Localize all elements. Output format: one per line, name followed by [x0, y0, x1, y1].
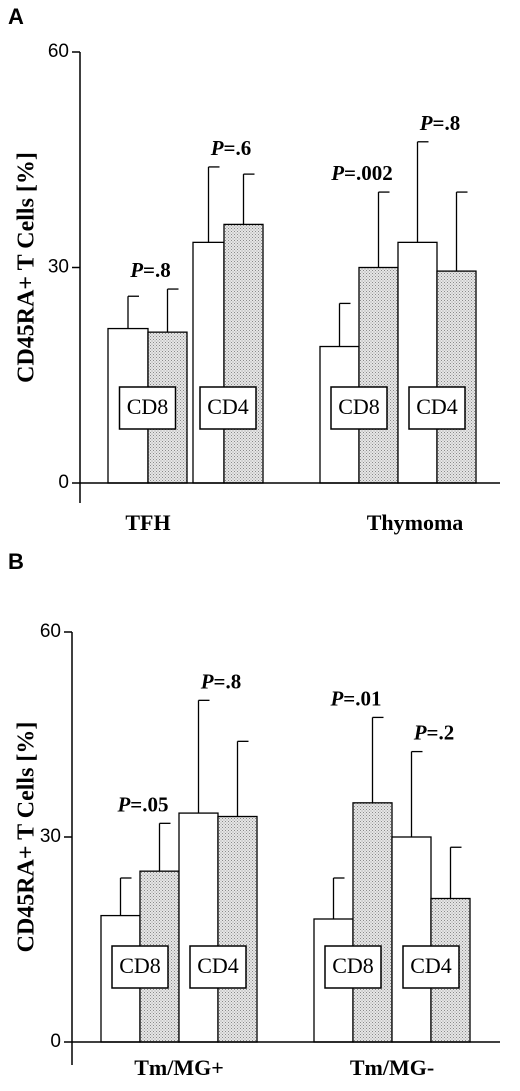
p-value-label: P=.8	[200, 669, 242, 693]
group-label: Tm/MG+	[134, 1055, 224, 1080]
y-tick-label: 0	[50, 1031, 61, 1052]
bar	[192, 241, 225, 484]
bar	[397, 241, 438, 484]
bar	[436, 270, 477, 484]
subgroup-label-box	[324, 945, 382, 989]
group-label: Tm/MG-	[350, 1055, 434, 1080]
subgroup-label: CD4	[197, 953, 239, 978]
subgroup-label-box	[111, 945, 169, 989]
p-value-label: P=.8	[129, 258, 171, 282]
bar	[223, 223, 264, 484]
y-tick-label: 30	[40, 826, 61, 847]
chart-a: A CD45RA+ T Cells [%] 0 30 60 CD8 P=.8 CD4 P=.6 T…	[8, 4, 500, 535]
bar	[358, 266, 399, 484]
subgroup-label: CD8	[119, 953, 161, 978]
bar	[391, 836, 432, 1043]
subgroup-label: CD8	[332, 953, 374, 978]
subgroup-label-box	[199, 386, 257, 430]
p-value-label: P=.2	[413, 721, 455, 745]
y-axis-label: CD45RA+ T Cells [%]	[14, 152, 40, 383]
panel-letter: B	[8, 549, 24, 574]
p-value-label: P=.01	[329, 686, 381, 710]
p-value-label: P=.002	[330, 161, 393, 185]
y-tick-label: 60	[40, 621, 61, 642]
group-label: Thymoma	[367, 510, 464, 535]
subgroup-label-box	[408, 386, 466, 430]
subgroup-label-box	[189, 945, 247, 989]
bar	[352, 802, 393, 1043]
subgroup-label-box	[330, 386, 388, 430]
panel-b: B CD45RA+ T Cells [%] 0 30 60 CD8 P=.05 CD4 P=.8…	[0, 545, 520, 1090]
subgroup-label: CD4	[410, 953, 452, 978]
subgroup-label: CD4	[207, 394, 249, 419]
p-value-label: P=.05	[116, 792, 168, 816]
subgroup-label: CD4	[416, 394, 458, 419]
bar	[178, 812, 219, 1043]
bar	[217, 815, 258, 1043]
chart-b: B CD45RA+ T Cells [%] 0 30 60 CD8 P=.05 CD4 P=.8…	[8, 549, 500, 1080]
y-tick-label: 60	[48, 41, 69, 62]
subgroup-label: CD8	[338, 394, 380, 419]
panel-letter: A	[8, 4, 24, 29]
subgroup-label-box	[118, 386, 177, 430]
panel-a: A CD45RA+ T Cells [%] 0 30 60 CD8 P=.8 CD4 P=.6 T…	[0, 0, 520, 545]
p-value-label: P=.6	[210, 136, 252, 160]
y-axis-label: CD45RA+ T Cells [%]	[14, 722, 40, 953]
y-tick-label: 0	[58, 472, 69, 493]
y-tick-label: 30	[48, 257, 69, 278]
group-label: TFH	[125, 510, 170, 535]
subgroup-label: CD8	[127, 394, 169, 419]
p-value-label: P=.8	[419, 111, 461, 135]
subgroup-label-box	[402, 945, 460, 989]
